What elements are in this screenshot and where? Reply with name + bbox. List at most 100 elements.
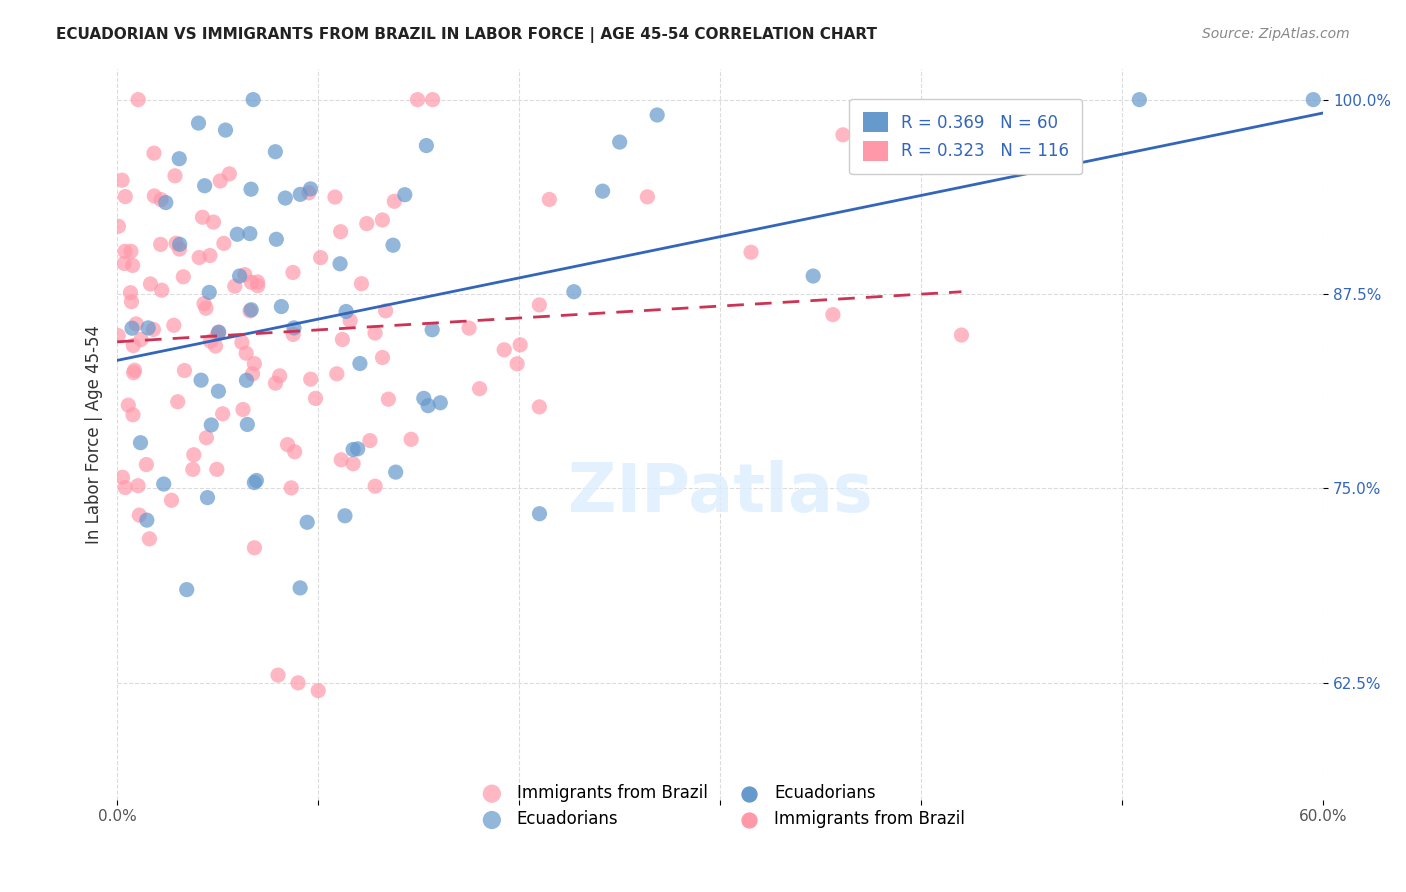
Immigrants from Brazil bbox=[235, 346, 257, 360]
Immigrants from Brazil bbox=[377, 392, 399, 407]
Immigrants from Brazil bbox=[195, 431, 218, 445]
Immigrants from Brazil bbox=[111, 173, 134, 187]
Ecuadorians bbox=[207, 326, 229, 340]
Ecuadorians bbox=[529, 507, 551, 521]
Ecuadorians bbox=[243, 475, 266, 490]
Text: ECUADORIAN VS IMMIGRANTS FROM BRAZIL IN LABOR FORCE | AGE 45-54 CORRELATION CHAR: ECUADORIAN VS IMMIGRANTS FROM BRAZIL IN … bbox=[56, 27, 877, 43]
Immigrants from Brazil bbox=[287, 676, 309, 690]
Immigrants from Brazil bbox=[284, 444, 307, 458]
Ecuadorians bbox=[136, 321, 159, 335]
Ecuadorians bbox=[135, 513, 157, 527]
Immigrants from Brazil bbox=[111, 470, 134, 484]
Immigrants from Brazil bbox=[239, 304, 262, 318]
Immigrants from Brazil bbox=[267, 668, 290, 682]
Ecuadorians bbox=[240, 182, 263, 196]
Immigrants from Brazil bbox=[114, 189, 136, 203]
Immigrants from Brazil bbox=[364, 479, 387, 493]
Immigrants from Brazil bbox=[142, 322, 165, 336]
Immigrants from Brazil bbox=[240, 275, 263, 289]
Immigrants from Brazil bbox=[280, 481, 302, 495]
Immigrants from Brazil bbox=[307, 683, 329, 698]
Immigrants from Brazil bbox=[143, 146, 166, 161]
Immigrants from Brazil bbox=[529, 298, 551, 312]
Ecuadorians bbox=[333, 508, 356, 523]
Immigrants from Brazil bbox=[364, 326, 387, 340]
Immigrants from Brazil bbox=[143, 189, 166, 203]
Immigrants from Brazil bbox=[538, 193, 561, 207]
Ecuadorians bbox=[420, 323, 443, 337]
Ecuadorians bbox=[329, 257, 352, 271]
Immigrants from Brazil bbox=[468, 382, 491, 396]
Ecuadorians bbox=[264, 145, 287, 159]
Ecuadorians bbox=[239, 227, 262, 241]
Immigrants from Brazil bbox=[309, 251, 332, 265]
Immigrants from Brazil bbox=[339, 313, 361, 327]
Ecuadorians bbox=[214, 123, 236, 137]
Immigrants from Brazil bbox=[342, 457, 364, 471]
Ecuadorians bbox=[299, 182, 322, 196]
Immigrants from Brazil bbox=[208, 325, 231, 339]
Immigrants from Brazil bbox=[821, 308, 844, 322]
Text: Source: ZipAtlas.com: Source: ZipAtlas.com bbox=[1202, 27, 1350, 41]
Immigrants from Brazil bbox=[191, 211, 214, 225]
Ecuadorians bbox=[242, 93, 264, 107]
Immigrants from Brazil bbox=[202, 215, 225, 229]
Immigrants from Brazil bbox=[374, 303, 396, 318]
Immigrants from Brazil bbox=[193, 296, 215, 310]
Ecuadorians bbox=[190, 373, 212, 387]
Ecuadorians bbox=[240, 302, 263, 317]
Immigrants from Brazil bbox=[198, 248, 221, 262]
Ecuadorians bbox=[592, 184, 614, 198]
Immigrants from Brazil bbox=[458, 321, 481, 335]
Immigrants from Brazil bbox=[163, 318, 186, 333]
Immigrants from Brazil bbox=[359, 434, 381, 448]
Immigrants from Brazil bbox=[181, 462, 204, 476]
Immigrants from Brazil bbox=[218, 167, 240, 181]
Immigrants from Brazil bbox=[326, 367, 349, 381]
Ecuadorians bbox=[197, 491, 219, 505]
Immigrants from Brazil bbox=[207, 327, 229, 342]
Immigrants from Brazil bbox=[264, 376, 287, 391]
Ecuadorians bbox=[645, 108, 668, 122]
Ecuadorians bbox=[245, 474, 267, 488]
Immigrants from Brazil bbox=[138, 532, 160, 546]
Y-axis label: In Labor Force | Age 45-54: In Labor Force | Age 45-54 bbox=[86, 325, 103, 543]
Immigrants from Brazil bbox=[205, 462, 228, 476]
Immigrants from Brazil bbox=[232, 402, 254, 417]
Ecuadorians bbox=[169, 237, 191, 252]
Ecuadorians bbox=[290, 187, 312, 202]
Immigrants from Brazil bbox=[188, 251, 211, 265]
Immigrants from Brazil bbox=[269, 368, 291, 383]
Ecuadorians bbox=[152, 477, 174, 491]
Immigrants from Brazil bbox=[169, 242, 191, 256]
Immigrants from Brazil bbox=[122, 366, 145, 380]
Immigrants from Brazil bbox=[172, 269, 194, 284]
Immigrants from Brazil bbox=[298, 186, 321, 200]
Immigrants from Brazil bbox=[231, 335, 253, 350]
Ecuadorians bbox=[384, 465, 406, 479]
Ecuadorians bbox=[187, 116, 209, 130]
Ecuadorians bbox=[266, 232, 288, 246]
Immigrants from Brazil bbox=[165, 236, 187, 251]
Immigrants from Brazil bbox=[129, 332, 152, 346]
Ecuadorians bbox=[226, 227, 249, 242]
Immigrants from Brazil bbox=[173, 363, 195, 377]
Immigrants from Brazil bbox=[200, 334, 222, 349]
Immigrants from Brazil bbox=[120, 294, 142, 309]
Immigrants from Brazil bbox=[160, 493, 183, 508]
Ecuadorians bbox=[801, 268, 824, 283]
Immigrants from Brazil bbox=[950, 328, 973, 343]
Immigrants from Brazil bbox=[107, 328, 129, 343]
Immigrants from Brazil bbox=[332, 333, 354, 347]
Immigrants from Brazil bbox=[242, 367, 264, 381]
Immigrants from Brazil bbox=[371, 351, 394, 365]
Ecuadorians bbox=[415, 138, 437, 153]
Immigrants from Brazil bbox=[283, 327, 305, 342]
Immigrants from Brazil bbox=[356, 217, 378, 231]
Immigrants from Brazil bbox=[114, 244, 136, 259]
Immigrants from Brazil bbox=[128, 508, 150, 522]
Immigrants from Brazil bbox=[246, 275, 269, 289]
Immigrants from Brazil bbox=[122, 338, 145, 352]
Immigrants from Brazil bbox=[127, 479, 149, 493]
Ecuadorians bbox=[335, 304, 357, 318]
